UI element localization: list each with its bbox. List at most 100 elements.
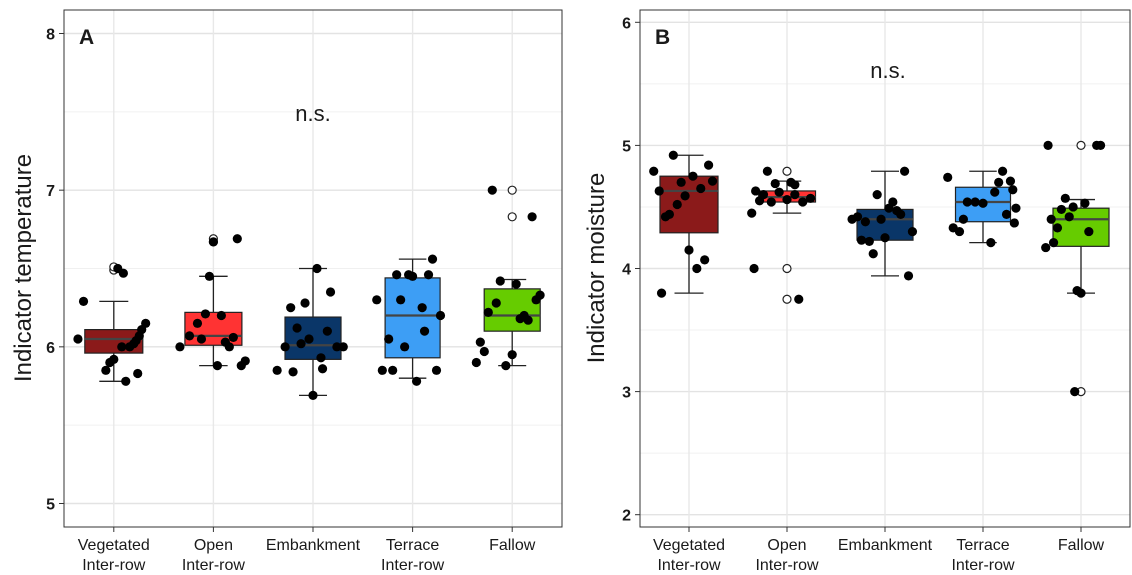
panel-b-data-point: [692, 263, 702, 274]
panel-a-data-point: [417, 303, 427, 313]
panel-a-data-point: [384, 334, 394, 344]
panel-a-data-point: [322, 326, 332, 336]
panel-a-data-point: [408, 271, 418, 281]
panel-b-data-point: [704, 160, 714, 170]
panel-a-data-point: [78, 296, 89, 306]
panel-b-xtick-label-line: Embankment: [838, 537, 933, 554]
panel-a-xtick-label-line: Vegetated: [78, 537, 150, 554]
panel-b-ytick-label: 5: [622, 138, 631, 155]
panel-a-data-point: [204, 271, 215, 281]
panel-a-data-point: [101, 365, 111, 375]
panel-b-data-point: [872, 190, 882, 200]
panel-a-data-point: [184, 331, 195, 341]
panel-b-data-point: [888, 197, 898, 207]
panel-b-data-point: [672, 199, 682, 210]
panel-b-data-point: [880, 233, 890, 243]
panel-a-data-point: [317, 364, 328, 374]
panel-a-data-point: [286, 303, 296, 313]
panel-b-data-point: [900, 166, 910, 176]
panel-a-ytick-label: 7: [46, 183, 55, 200]
panel-b-significance: n.s.: [870, 58, 905, 83]
panel-a-outlier-point: [507, 212, 517, 222]
iqr-box: [483, 288, 541, 332]
panel-b-data-point: [751, 186, 761, 196]
panel-a-data-point: [304, 334, 314, 344]
panel-a-data-point: [535, 290, 545, 300]
panel-b-xtick-label-line: Inter-row: [657, 557, 721, 574]
panel-a-data-point: [308, 390, 318, 400]
panel-b-data-point: [962, 197, 972, 207]
panel-a-data-point: [216, 310, 226, 321]
panel-a-data-point: [175, 342, 185, 352]
panel-b-data-point: [998, 166, 1008, 176]
panel-b-data-point: [664, 209, 675, 219]
panel-a-xtick-label: Embankment: [266, 537, 361, 554]
panel-b-data-point: [958, 214, 969, 224]
panel-a-data-point: [240, 356, 250, 366]
panel-b-data-point: [654, 186, 664, 196]
panel-a-ytick-label: 6: [46, 340, 55, 357]
panel-a-data-point: [292, 323, 302, 333]
panel-b-label: B: [655, 26, 670, 49]
panel-a-data-point: [483, 307, 493, 317]
panel-b-data-point: [907, 226, 918, 237]
panel-b-data-point: [943, 172, 953, 183]
panel-b-outlier-point: [1076, 140, 1086, 151]
panel-b-data-point: [798, 197, 808, 207]
panel-a-data-point: [316, 353, 326, 363]
panel-a-axes: 5 6 7 8 Vegetated Inter-row Open Inter-row Emban…: [46, 27, 536, 575]
panel-a-data-point: [377, 365, 387, 375]
panel-a-data-point: [511, 279, 521, 289]
panel-b-data-point: [1008, 185, 1018, 195]
panel-b-marks: [649, 140, 1110, 397]
panel-b-xtick-label-line: Fallow: [1058, 537, 1105, 554]
panel-b-data-point: [782, 194, 792, 205]
panel-b-xtick-label: Vegetated Inter-row: [653, 537, 725, 574]
panel-a-data-point: [527, 212, 537, 222]
panel-b-data-point: [805, 193, 816, 203]
panel-a-data-point: [325, 287, 336, 297]
panel-b-data-point: [684, 245, 694, 255]
panel-a-xtick-label-line: Terrace: [386, 537, 439, 554]
panel-a-data-point: [141, 318, 151, 328]
panel-b-data-point: [1070, 386, 1080, 397]
panel-b-ytick-label: 2: [622, 508, 631, 525]
panel-a-data-point: [475, 337, 485, 347]
panel-a-xtick-label: Open Inter-row: [182, 537, 246, 574]
panel-b-data-point: [790, 180, 800, 190]
panel-a-marks: [73, 185, 545, 400]
panel-a-xtick-label-line: Open: [194, 537, 233, 554]
panel-b-data-point: [774, 187, 784, 197]
panel-b-ytick-label: 6: [622, 15, 631, 32]
panel-b-data-point: [696, 183, 706, 194]
panel-a-significance: n.s.: [295, 101, 330, 126]
panel-a-data-point: [212, 361, 222, 371]
panel-b-data-point: [954, 226, 965, 237]
panel-a-data-point: [300, 298, 310, 308]
panel-a-box-5: [483, 278, 541, 367]
panel-a-data-point: [435, 310, 446, 321]
panel-b-data-point: [970, 197, 980, 207]
iqr-box: [1052, 207, 1110, 247]
panel-a-xtick-label-line: Inter-row: [82, 557, 146, 574]
panel-a-data-point: [232, 234, 242, 244]
panel-b-data-point: [758, 190, 769, 200]
panel-a-data-point: [507, 350, 517, 360]
panel-a-data-point: [400, 342, 410, 352]
panel-b-data-point: [1011, 203, 1021, 213]
panel-a-data-point: [73, 334, 83, 344]
panel-b-data-point: [1052, 223, 1063, 233]
panel-b-ytick-label: 3: [622, 385, 631, 402]
panel-a-xtick-label-line: Inter-row: [182, 557, 246, 574]
panel-b-data-point: [1048, 238, 1059, 248]
panel-a-data-point: [338, 342, 348, 352]
panel-b-data-point: [707, 176, 718, 186]
panel-a-data-point: [495, 276, 505, 286]
panel-b-outlier-point: [782, 263, 792, 274]
panel-a-data-point: [491, 298, 501, 308]
panel-a-ytick-label: 8: [46, 27, 55, 44]
panel-b-data-point: [1056, 204, 1066, 215]
panel-b-ylabel: Indicator moisture: [583, 173, 610, 364]
panel-b-data-point: [676, 177, 686, 187]
